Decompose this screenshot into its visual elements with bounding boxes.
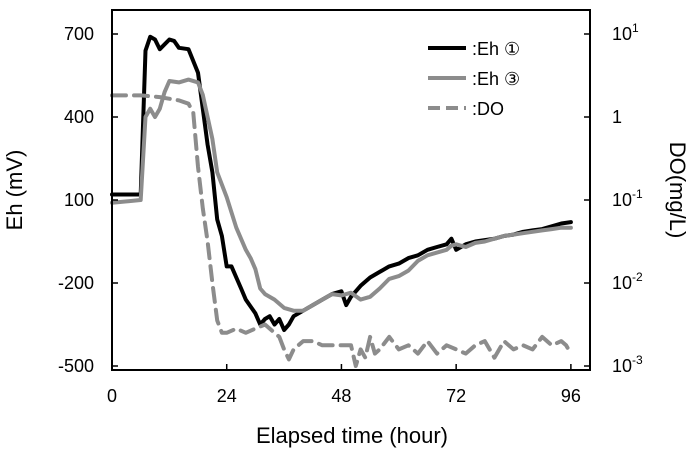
series-line-eh-1 (110, 77, 573, 313)
y2-tick-label: 101 (612, 21, 639, 44)
y-tick-label: -200 (58, 273, 94, 293)
y-tick-label: 700 (64, 24, 94, 44)
y2-tick-label: 1 (612, 107, 622, 127)
plot-frame (111, 9, 591, 371)
legend: :Eh ① :Eh ③ :DO (428, 39, 520, 119)
x-tick-label: 72 (446, 386, 466, 406)
legend-label: :Eh ① (472, 39, 520, 59)
ticks-layer: 0 24 48 72 96 -500 -200 100 400 700 10-3 10-2 10-1 1 1… (58, 21, 643, 406)
x-tick-label: 24 (217, 386, 237, 406)
legend-label: :DO (472, 99, 504, 119)
x-tick-label: 0 (107, 386, 117, 406)
series-line-do-2 (110, 93, 573, 368)
legend-label: :Eh ③ (472, 69, 520, 89)
y-tick-label: 400 (64, 107, 94, 127)
y-tick-label: -500 (58, 356, 94, 376)
y2-axis-title: DO(mg/L) (665, 142, 690, 239)
x-tick-label: 96 (561, 386, 581, 406)
x-tick-label: 48 (331, 386, 351, 406)
y-axis-title: Eh (mV) (2, 150, 27, 231)
y2-tick-label: 10-3 (612, 353, 643, 376)
x-axis-title: Elapsed time (hour) (256, 423, 448, 448)
series-layer (110, 34, 573, 368)
y2-tick-label: 10-1 (612, 187, 643, 210)
y2-tick-label: 10-2 (612, 270, 643, 293)
y-tick-label: 100 (64, 190, 94, 210)
